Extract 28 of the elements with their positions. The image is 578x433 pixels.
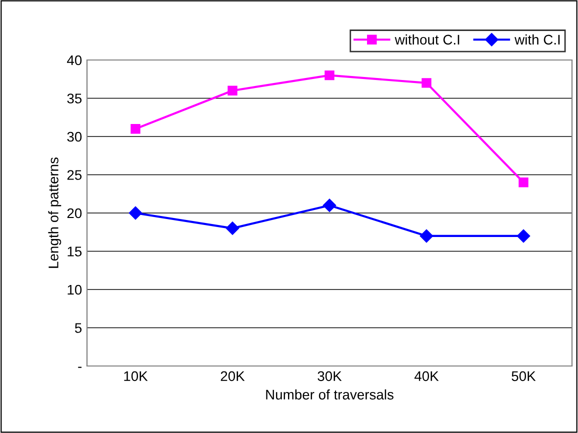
y-tick-label: - <box>78 366 82 368</box>
point <box>422 78 432 88</box>
point <box>130 124 140 134</box>
x-tick-label: 30K <box>318 371 342 382</box>
point <box>324 70 334 80</box>
point <box>420 229 434 243</box>
point <box>516 229 530 243</box>
y-tick-label: 10 <box>68 284 82 295</box>
x-tick-label: 20K <box>220 371 245 382</box>
x-tick-label: 50K <box>512 371 536 382</box>
legend-label: with C.I <box>514 34 560 45</box>
y-tick-label: 25 <box>67 170 82 180</box>
legend-label: without C.I <box>394 34 460 45</box>
y-tick-label: 20 <box>67 208 82 218</box>
point <box>518 178 528 188</box>
x-tick-label: 10K <box>124 371 148 382</box>
y-tick-label: 40 <box>67 55 82 66</box>
point <box>128 206 142 220</box>
point <box>228 86 238 96</box>
y-tick-label: 5 <box>74 323 82 333</box>
x-axis-title: Number of traversals <box>266 389 394 400</box>
point <box>226 222 240 235</box>
point <box>322 198 336 212</box>
x-tick-label: 40K <box>414 371 439 382</box>
y-tick-label: 15 <box>68 246 82 256</box>
y-tick-label: 35 <box>67 94 82 104</box>
y-axis-title: Length of patterns <box>48 158 62 268</box>
y-tick-label: 30 <box>67 132 82 142</box>
